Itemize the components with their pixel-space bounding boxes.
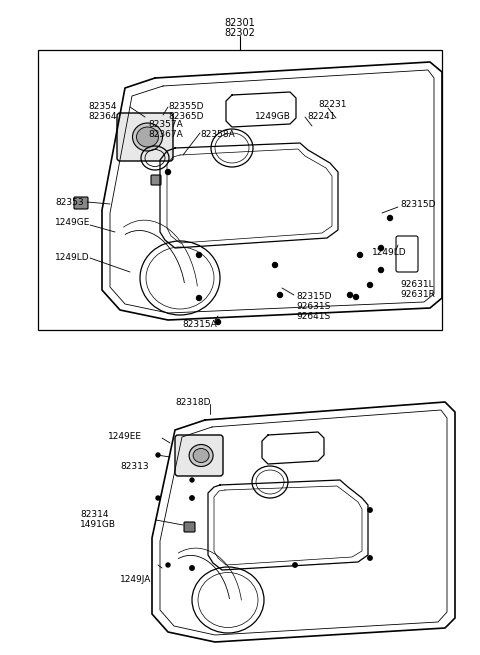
- Text: 1491GB: 1491GB: [80, 520, 116, 529]
- Circle shape: [190, 478, 194, 482]
- Circle shape: [196, 295, 202, 301]
- Text: 1249EE: 1249EE: [108, 432, 142, 441]
- Circle shape: [216, 320, 220, 324]
- Ellipse shape: [193, 449, 209, 462]
- Text: 82315D: 82315D: [400, 200, 435, 209]
- Circle shape: [156, 453, 160, 457]
- FancyBboxPatch shape: [184, 522, 195, 532]
- Circle shape: [273, 263, 277, 267]
- Bar: [38, 50, 442, 330]
- Circle shape: [379, 246, 384, 250]
- Text: 82367A: 82367A: [148, 130, 183, 139]
- Text: 82354: 82354: [88, 102, 117, 111]
- Text: 82315D: 82315D: [296, 292, 332, 301]
- Ellipse shape: [132, 123, 163, 151]
- FancyBboxPatch shape: [175, 435, 223, 476]
- Text: 92631R: 92631R: [400, 290, 435, 299]
- Text: 92641S: 92641S: [296, 312, 330, 321]
- Text: 1249GE: 1249GE: [55, 218, 90, 227]
- Circle shape: [358, 252, 362, 257]
- Text: 82302: 82302: [225, 28, 255, 38]
- Circle shape: [277, 293, 283, 297]
- Circle shape: [196, 252, 202, 257]
- Text: 82355D: 82355D: [168, 102, 204, 111]
- Circle shape: [348, 293, 352, 297]
- Circle shape: [166, 170, 170, 174]
- Circle shape: [387, 215, 393, 221]
- Text: 1249LD: 1249LD: [372, 248, 407, 257]
- Circle shape: [293, 563, 297, 567]
- FancyBboxPatch shape: [151, 175, 161, 185]
- Circle shape: [368, 508, 372, 512]
- Text: 82358A: 82358A: [200, 130, 235, 139]
- Text: 1249LD: 1249LD: [55, 253, 90, 262]
- Circle shape: [353, 295, 359, 299]
- Text: 1249JA: 1249JA: [120, 575, 151, 584]
- Ellipse shape: [136, 127, 158, 147]
- Text: 92631S: 92631S: [296, 302, 330, 311]
- Text: 82353: 82353: [55, 198, 84, 207]
- Text: 82315A: 82315A: [182, 320, 217, 329]
- Ellipse shape: [189, 445, 213, 466]
- Text: 82365D: 82365D: [168, 112, 204, 121]
- Text: 82314: 82314: [80, 510, 108, 519]
- FancyBboxPatch shape: [74, 197, 88, 209]
- Circle shape: [190, 496, 194, 500]
- Text: 92631L: 92631L: [400, 280, 433, 289]
- Circle shape: [368, 282, 372, 288]
- Text: 82241: 82241: [307, 112, 336, 121]
- Circle shape: [166, 563, 170, 567]
- FancyBboxPatch shape: [117, 113, 173, 161]
- Text: 82318D: 82318D: [175, 398, 211, 407]
- Circle shape: [156, 496, 160, 500]
- Circle shape: [190, 566, 194, 571]
- Text: 82364: 82364: [88, 112, 117, 121]
- Text: 82231: 82231: [318, 100, 347, 109]
- Text: 82313: 82313: [120, 462, 149, 471]
- Text: 82357A: 82357A: [148, 120, 183, 129]
- Circle shape: [368, 556, 372, 560]
- Circle shape: [379, 267, 384, 272]
- Text: 82301: 82301: [225, 18, 255, 28]
- Text: 1249GB: 1249GB: [255, 112, 291, 121]
